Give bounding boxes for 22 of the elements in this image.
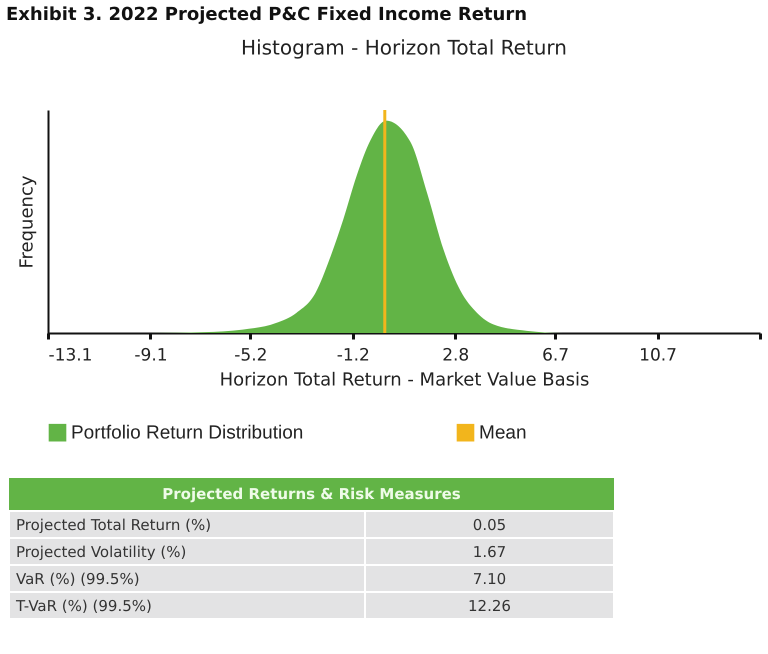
text: Projected Volatility (%) xyxy=(9,538,365,565)
chart-title: Exhibit 3. 2022 Projected P&C Fixed Income Return xyxy=(6,4,528,25)
text: Projected Returns & Risk Measures xyxy=(9,478,614,511)
x-tick-label: -5.2 xyxy=(234,346,268,366)
text: VaR (%) (99.5%) xyxy=(9,565,365,592)
x-tick-label: -13.1 xyxy=(48,346,92,366)
legend-label: Mean xyxy=(479,422,527,444)
text: 12.26 xyxy=(365,592,614,619)
text: 1.67 xyxy=(365,538,614,565)
chart-subtitle: Histogram - Horizon Total Return xyxy=(241,36,567,60)
text: 0.05 xyxy=(365,511,614,538)
x-tick-label: -1.2 xyxy=(336,346,370,366)
x-tick-label: 6.7 xyxy=(542,346,570,366)
x-tick-label: -9.1 xyxy=(134,346,168,366)
x-axis-title: Horizon Total Return - Market Value Basis xyxy=(220,370,590,390)
text: T-VaR (%) (99.5%) xyxy=(9,592,365,619)
x-tick-label: 10.7 xyxy=(639,346,677,366)
text: Projected Total Return (%) xyxy=(9,511,365,538)
legend-label: Portfolio Return Distribution xyxy=(71,422,304,444)
y-axis-title: Frequency xyxy=(16,175,38,268)
x-tick-label: 2.8 xyxy=(442,346,470,366)
text: 7.10 xyxy=(365,565,614,592)
